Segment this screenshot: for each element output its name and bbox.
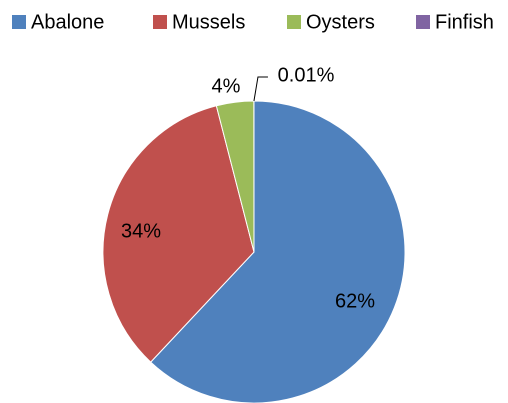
legend-swatch: [12, 15, 26, 29]
legend-label: Oysters: [306, 11, 375, 33]
data-label: 4%: [212, 75, 241, 97]
legend-label: Abalone: [31, 11, 104, 33]
leader-line: [253, 76, 268, 102]
data-label: 62%: [335, 290, 375, 312]
legend-swatch: [416, 15, 430, 29]
legend-label: Mussels: [172, 11, 245, 33]
data-labels: 62% 34% 4% 0.01%: [121, 64, 375, 312]
legend: Abalone Mussels Oysters Finfish: [12, 11, 494, 33]
pie: [102, 100, 406, 403]
data-label: 34%: [121, 220, 161, 242]
legend-label: Finfish: [435, 11, 494, 33]
pie-slice: [149, 100, 406, 403]
data-label: 0.01%: [278, 64, 335, 86]
legend-swatch: [287, 15, 301, 29]
legend-swatch: [153, 15, 167, 29]
pie-slice: [102, 105, 255, 363]
